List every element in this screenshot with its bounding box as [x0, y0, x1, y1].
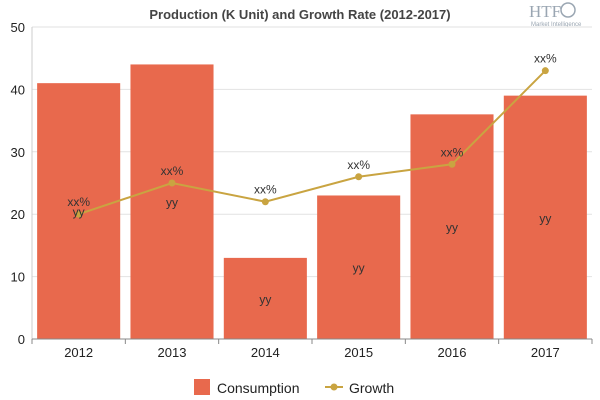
growth-series-line — [78, 69, 547, 216]
growth-value-label: xx% — [254, 183, 277, 197]
bar-value-label: yy — [353, 261, 365, 275]
bar-consumption — [410, 114, 494, 339]
y-tick-label: 20 — [11, 207, 25, 222]
growth-line — [75, 67, 549, 218]
bar-value-label: yy — [166, 196, 178, 210]
growth-point — [448, 160, 456, 168]
growth-value-label: xx% — [347, 158, 370, 172]
globe-icon — [560, 2, 576, 18]
logo-subtext: Market Intelligence — [531, 22, 582, 28]
x-tick-label: 2015 — [344, 345, 373, 360]
bar-consumption — [503, 95, 587, 339]
x-tick-label: 2016 — [438, 345, 467, 360]
x-tick-label: 2012 — [64, 345, 93, 360]
growth-point — [541, 67, 549, 75]
y-tick-label: 10 — [11, 270, 25, 285]
growth-point — [355, 173, 363, 181]
y-tick-label: 0 — [18, 332, 25, 347]
y-tick-label: 30 — [11, 145, 25, 160]
growth-point — [168, 179, 176, 187]
legend-marker-growth — [330, 383, 338, 391]
legend-label-growth: Growth — [349, 380, 394, 396]
growth-point — [261, 198, 269, 206]
legend-swatch-consumption — [194, 379, 210, 395]
bar-consumption — [130, 64, 214, 339]
htf-logo: HTF Market Intelligence — [529, 2, 582, 28]
bar-value-label: yy — [539, 211, 551, 225]
bar-value-label: yy — [446, 221, 458, 235]
growth-value-label: xx% — [534, 52, 557, 66]
consumption-bars — [37, 64, 587, 339]
legend-label-consumption: Consumption — [217, 380, 300, 396]
bar-consumption — [317, 195, 401, 339]
y-tick-label: 40 — [11, 82, 25, 97]
growth-point — [75, 210, 83, 218]
y-tick-label: 50 — [11, 20, 25, 35]
x-axis: 2012 2013 2014 2015 2016 2017 — [31, 338, 593, 360]
bar-value-label: yy — [73, 205, 85, 219]
bar-value-label: yy — [259, 292, 271, 306]
bar-consumption — [223, 257, 307, 339]
legend: Consumption Growth — [194, 379, 394, 396]
chart-title: Production (K Unit) and Growth Rate (201… — [149, 7, 450, 22]
y-axis-ticks: 0 10 20 30 40 50 — [11, 20, 33, 347]
x-tick-label: 2014 — [251, 345, 280, 360]
growth-value-label: xx% — [67, 195, 90, 209]
logo-text: HTF — [529, 2, 561, 21]
x-tick-label: 2017 — [531, 345, 560, 360]
growth-value-label: xx% — [161, 164, 184, 178]
x-tick-label: 2013 — [158, 345, 187, 360]
growth-value-label: xx% — [441, 145, 464, 159]
